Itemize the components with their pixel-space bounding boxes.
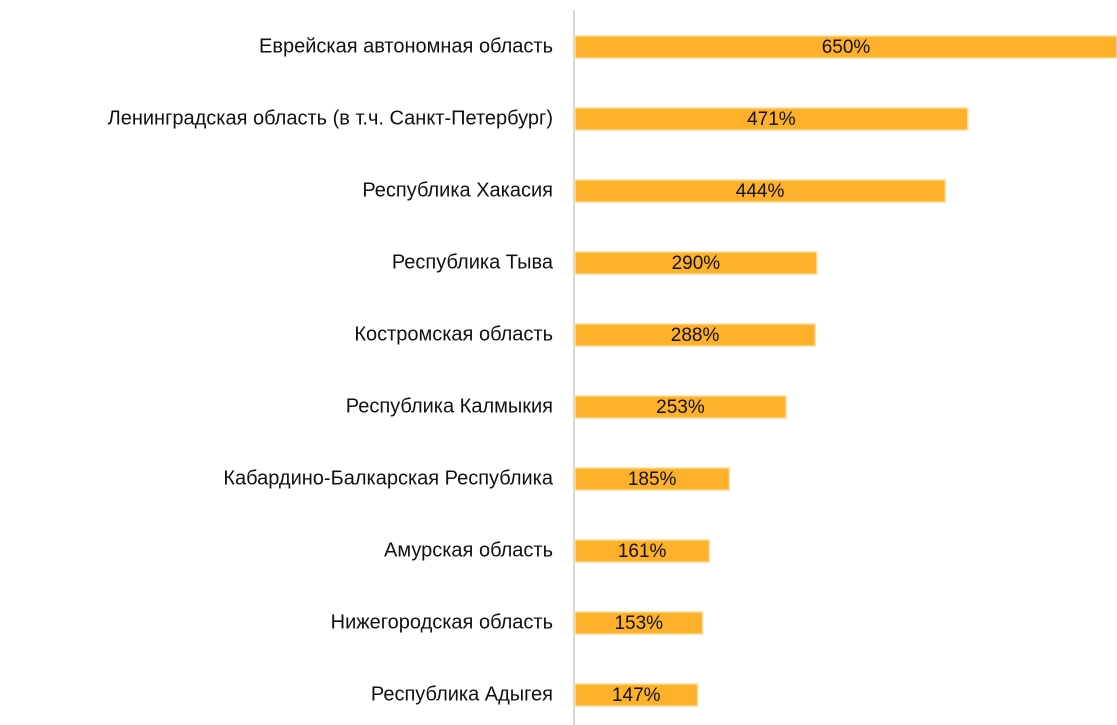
bar bbox=[574, 107, 969, 131]
value-label: 444% bbox=[736, 181, 785, 202]
bar bbox=[574, 683, 699, 707]
bar bbox=[574, 467, 731, 491]
bar bbox=[574, 323, 816, 347]
category-label: Кабардино-Балкарская Республика bbox=[223, 467, 554, 489]
bar bbox=[574, 539, 710, 563]
value-label: 185% bbox=[628, 469, 677, 490]
bar bbox=[574, 179, 946, 203]
value-label: 153% bbox=[614, 613, 663, 634]
category-label: Ленинградская область (в т.ч. Санкт-Пете… bbox=[108, 107, 553, 129]
category-label: Республика Адыгея bbox=[371, 683, 553, 705]
value-label: 161% bbox=[618, 541, 667, 562]
category-label: Республика Хакасия bbox=[362, 179, 553, 201]
value-label: 288% bbox=[671, 325, 720, 346]
bar bbox=[574, 251, 818, 275]
category-label: Костромская область bbox=[354, 323, 553, 345]
category-label: Республика Калмыкия bbox=[346, 395, 553, 417]
category-label: Амурская область bbox=[384, 539, 553, 561]
value-label: 147% bbox=[612, 685, 661, 706]
category-label: Республика Тыва bbox=[392, 251, 554, 273]
category-label: Еврейская автономная область bbox=[259, 35, 553, 57]
bar bbox=[574, 35, 1117, 59]
value-label: 290% bbox=[672, 253, 721, 274]
value-label: 253% bbox=[656, 397, 705, 418]
value-label: 650% bbox=[822, 37, 871, 58]
category-label: Нижегородская область bbox=[331, 611, 553, 633]
bar bbox=[574, 395, 787, 419]
value-label: 471% bbox=[747, 109, 796, 130]
bar bbox=[574, 611, 704, 635]
